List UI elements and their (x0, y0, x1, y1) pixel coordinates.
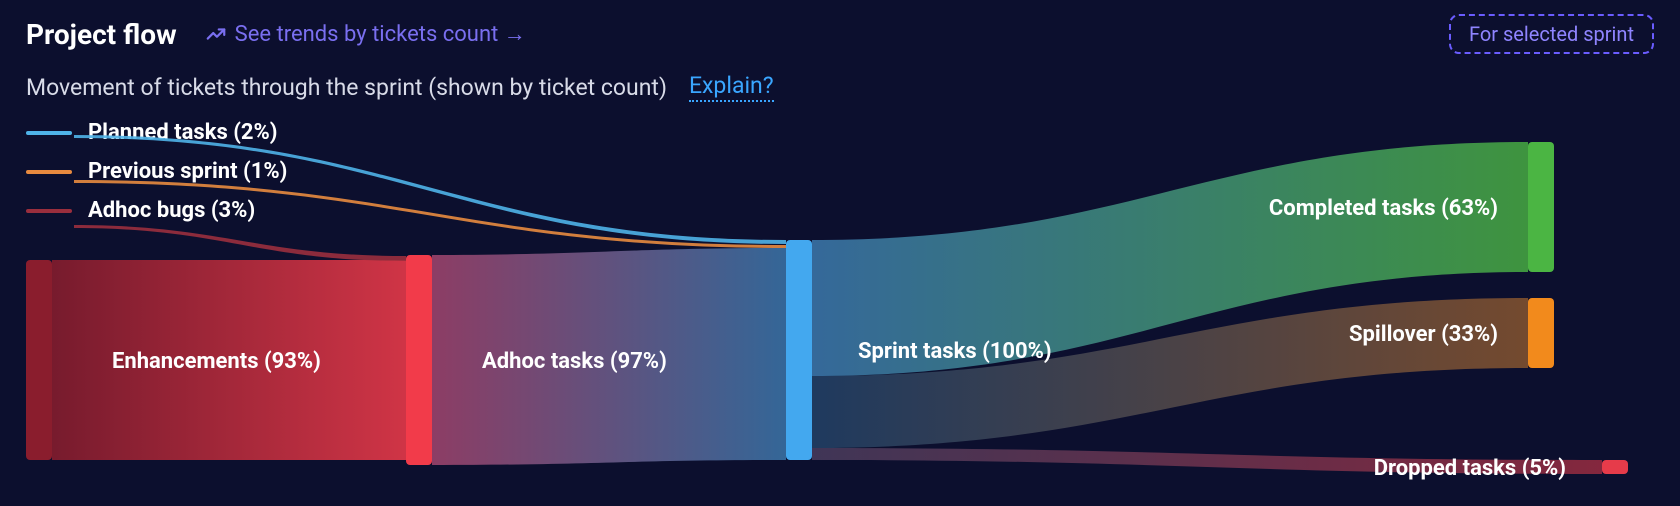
sankey-node-label: Sprint tasks (100%) (858, 339, 1052, 364)
sankey-chart: Enhancements (93%) Adhoc tasks (97%) Sprin… (26, 120, 1654, 490)
sankey-node-sprint[interactable] (786, 240, 812, 460)
sprint-selector-pill[interactable]: For selected sprint (1449, 14, 1654, 54)
sankey-node-dropped[interactable] (1602, 460, 1628, 474)
sankey-link (74, 135, 786, 244)
sankey-node-label: Spillover (33%) (1349, 322, 1498, 347)
sankey-node-label: Completed tasks (63%) (1269, 196, 1498, 221)
subtitle-row: Movement of tickets through the sprint (… (26, 72, 774, 102)
sprint-selector-label: For selected sprint (1469, 22, 1634, 46)
sankey-node-adhoc[interactable] (406, 255, 432, 465)
sankey-node-completed[interactable] (1528, 142, 1554, 272)
sankey-node-enhancements[interactable] (26, 260, 52, 460)
subtitle-text: Movement of tickets through the sprint (… (26, 74, 667, 101)
sankey-node-label: Dropped tasks (5%) (1374, 456, 1566, 481)
explain-link[interactable]: Explain? (689, 72, 774, 102)
sankey-node-label: Enhancements (93%) (112, 349, 321, 374)
trends-link-label: See trends by tickets count → (235, 21, 526, 47)
sankey-link (74, 225, 406, 261)
trends-link[interactable]: See trends by tickets count → (205, 21, 526, 47)
page-title: Project flow (26, 18, 177, 51)
header-row: Project flow See trends by tickets count… (26, 14, 1654, 54)
sankey-node-label: Adhoc tasks (97%) (482, 349, 667, 374)
trend-up-icon (205, 23, 227, 45)
sankey-node-spillover[interactable] (1528, 298, 1554, 368)
